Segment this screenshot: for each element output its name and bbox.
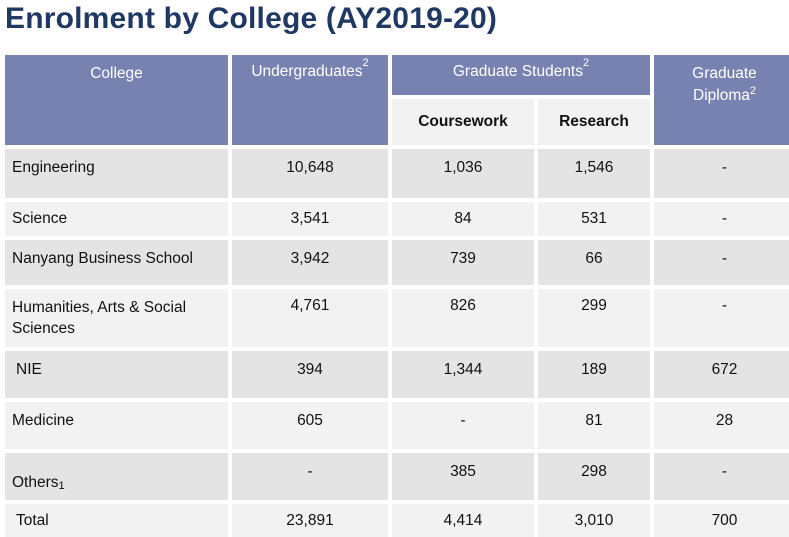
page-title: Enrolment by College (AY2019-20) xyxy=(5,2,498,35)
row-college: Engineering xyxy=(5,149,228,198)
row-college: Humanities, Arts & Social Sciences xyxy=(5,289,228,347)
row-college: Others 1 xyxy=(5,453,228,500)
row-research: 531 xyxy=(538,202,650,236)
row-college: Science xyxy=(5,202,228,236)
total-label: Total xyxy=(16,511,49,529)
row-coursework: 84 xyxy=(392,202,534,236)
row-undergraduates: 394 xyxy=(232,351,388,398)
row-coursework: 385 xyxy=(392,453,534,500)
college-name: NIE xyxy=(16,361,42,378)
header-diploma-line2: Diploma2 xyxy=(693,85,756,107)
row-graduate-diploma: - xyxy=(654,202,789,236)
college-name: Medicine xyxy=(12,412,75,429)
header-graduate-students: Graduate Students 2 xyxy=(392,55,650,95)
row-research: 189 xyxy=(538,351,650,398)
row-coursework: - xyxy=(392,402,534,449)
row-coursework: 826 xyxy=(392,289,534,347)
row-undergraduates: 3,541 xyxy=(232,202,388,236)
row-college: Medicine xyxy=(5,402,228,449)
college-name: Engineering xyxy=(12,159,95,176)
row-graduate-diploma: - xyxy=(654,240,789,285)
college-name: Nanyang Business School xyxy=(12,250,193,267)
college-name: Science xyxy=(12,210,68,227)
row-research: 1,546 xyxy=(538,149,650,198)
row-graduate-diploma: - xyxy=(654,289,789,347)
row-undergraduates: 4,761 xyxy=(232,289,388,347)
header-college: College xyxy=(5,55,228,145)
row-research: 81 xyxy=(538,402,650,449)
row-graduate-diploma: - xyxy=(654,149,789,198)
header-diploma-label: Diploma xyxy=(693,87,750,104)
row-coursework: 739 xyxy=(392,240,534,285)
row-undergraduates: 605 xyxy=(232,402,388,449)
row-graduate-diploma: 28 xyxy=(654,402,789,449)
header-graduate-diploma: Graduate Diploma2 xyxy=(654,55,789,145)
row-college: NIE xyxy=(5,351,228,398)
row-research: 298 xyxy=(538,453,650,500)
college-name: Others xyxy=(12,474,59,491)
row-research: 66 xyxy=(538,240,650,285)
row-undergraduates: 10,648 xyxy=(232,149,388,198)
college-name: Humanities, Arts & Social Sciences xyxy=(12,299,187,337)
row-research: 299 xyxy=(538,289,650,347)
row-graduate-diploma: 672 xyxy=(654,351,789,398)
header-undergraduates: Undergraduates 2 xyxy=(232,55,388,145)
row-undergraduates: - xyxy=(232,453,388,500)
row-coursework: 1,344 xyxy=(392,351,534,398)
row-coursework: 1,036 xyxy=(392,149,534,198)
row-undergraduates: 3,942 xyxy=(232,240,388,285)
header-graduate-students-label: Graduate Students xyxy=(452,63,583,80)
row-graduate-diploma: - xyxy=(654,453,789,500)
header-undergraduates-label: Undergraduates xyxy=(251,63,363,80)
footnote-marker: 2 xyxy=(749,84,756,97)
header-diploma-line1: Graduate xyxy=(692,65,757,82)
header-college-label: College xyxy=(90,65,143,82)
enrolment-table: College Undergraduates 2 Graduate Student… xyxy=(5,55,789,537)
header-coursework: Coursework xyxy=(392,99,534,145)
header-research: Research xyxy=(538,99,650,145)
row-college: Nanyang Business School xyxy=(5,240,228,285)
